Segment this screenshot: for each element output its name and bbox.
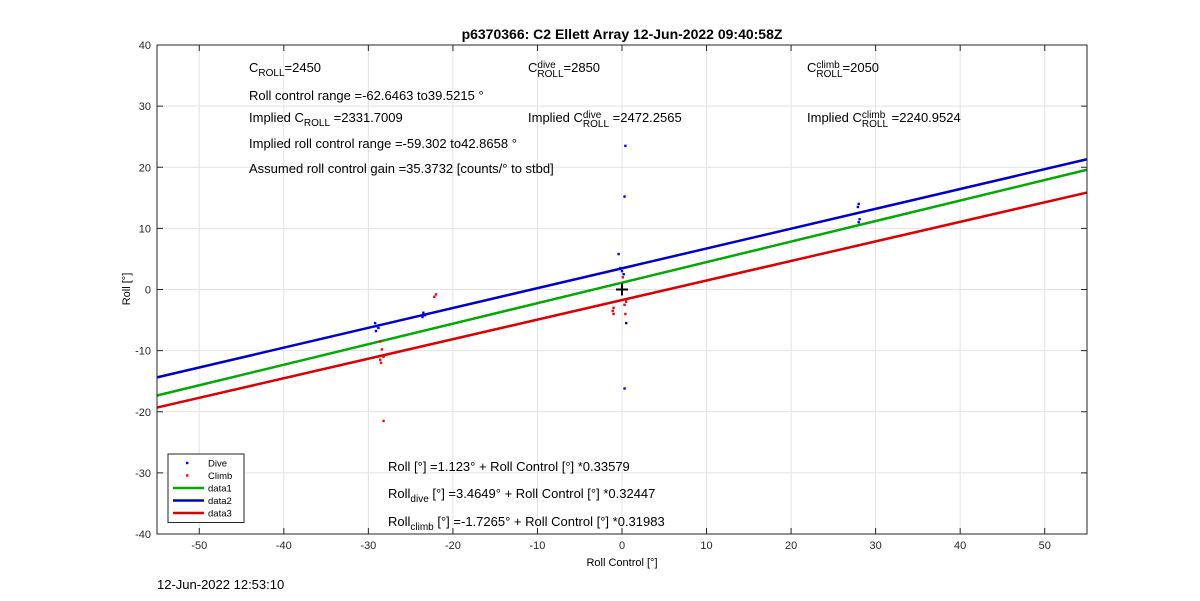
gain-annotation: Assumed roll control gain =35.3732 [coun… bbox=[249, 161, 554, 176]
fit-line-data1 bbox=[156, 168, 1088, 397]
climb-point bbox=[611, 309, 614, 313]
fit-all-annotation: Roll [°] =1.123° + Roll Control [°] *0.3… bbox=[388, 459, 630, 474]
x-tick-label: 50 bbox=[1039, 540, 1051, 552]
dive-point bbox=[622, 273, 625, 276]
x-tick-label: 10 bbox=[700, 540, 712, 552]
y-tick-label: 10 bbox=[139, 223, 151, 235]
x-tick-label: 30 bbox=[870, 540, 882, 552]
fit-line-data3 bbox=[156, 191, 1088, 409]
climb-point bbox=[379, 358, 382, 361]
y-tick-label: 20 bbox=[139, 162, 151, 174]
dive-point bbox=[377, 326, 380, 330]
climb-point bbox=[612, 306, 615, 310]
climb-point bbox=[621, 276, 625, 279]
dive-point bbox=[624, 144, 627, 148]
dive-point bbox=[858, 218, 861, 221]
x-tick-label: -10 bbox=[530, 540, 546, 552]
chart-title: p6370366: C2 Ellett Array 12-Jun-2022 09… bbox=[462, 26, 783, 42]
dive-point bbox=[375, 324, 379, 328]
dive-point bbox=[617, 252, 620, 256]
y-tick-label: 0 bbox=[145, 285, 151, 297]
dive-point bbox=[423, 313, 427, 317]
dive-point bbox=[373, 321, 377, 325]
dive-point bbox=[856, 205, 860, 209]
dive-point bbox=[623, 387, 626, 390]
x-tick-label: -30 bbox=[360, 540, 376, 552]
x-tick-label: 0 bbox=[619, 540, 625, 552]
climb-point bbox=[379, 361, 383, 365]
y-tick-label: -10 bbox=[135, 346, 151, 358]
legend-label: data2 bbox=[208, 496, 232, 507]
y-axis-label: Roll [°] bbox=[121, 273, 133, 306]
implied-range-annotation: Implied roll control range =-59.302 to42… bbox=[249, 136, 517, 151]
roll-range-annotation: Roll control range =-62.6463 to39.5215 ° bbox=[249, 88, 484, 103]
implied-c-roll-annotation: Implied CROLL =2331.7009 bbox=[249, 110, 403, 129]
legend-marker-dive bbox=[186, 461, 189, 465]
climb-point bbox=[382, 419, 385, 423]
axis-ticks: -50 -40 -30 -20 -10 0 10 20 30 40 50 -40 -30 -20 -10 0 1… bbox=[135, 40, 1087, 552]
legend-marker-climb bbox=[186, 474, 189, 477]
legend-label: Climb bbox=[208, 471, 232, 482]
y-tick-label: 30 bbox=[139, 101, 151, 113]
x-tick-label: 20 bbox=[785, 540, 797, 552]
origin-marker bbox=[616, 283, 628, 296]
fit-dive-annotation: Rolldive [°] =3.4649° + Roll Control [°]… bbox=[388, 486, 656, 505]
x-tick-label: -40 bbox=[276, 540, 292, 552]
y-tick-label: -30 bbox=[135, 468, 151, 480]
dive-point bbox=[857, 202, 860, 206]
legend-label: data3 bbox=[208, 509, 232, 520]
legend-label: Dive bbox=[208, 459, 227, 470]
fit-line-data2 bbox=[156, 158, 1088, 379]
dive-point bbox=[619, 266, 622, 270]
fit-climb-annotation: Rollclimb [°] =-1.7265° + Roll Control [… bbox=[388, 514, 665, 533]
climb-point bbox=[433, 295, 436, 299]
footer-timestamp: 12-Jun-2022 12:53:10 bbox=[157, 577, 285, 592]
dive-point bbox=[857, 221, 860, 224]
x-axis-label: Roll Control [°] bbox=[586, 557, 657, 569]
y-tick-label: 40 bbox=[139, 40, 151, 52]
climb-point bbox=[624, 312, 627, 316]
climb-point bbox=[623, 303, 626, 306]
climb-point bbox=[434, 293, 438, 296]
c-roll-annotation: CROLL=2450 bbox=[249, 60, 322, 79]
climb-point bbox=[380, 348, 384, 351]
climb-point bbox=[625, 300, 628, 303]
climb-point bbox=[379, 340, 382, 343]
legend-label: data1 bbox=[208, 484, 232, 495]
climb-point bbox=[382, 355, 385, 358]
dive-point bbox=[620, 269, 624, 273]
x-tick-label: 40 bbox=[954, 540, 966, 552]
dive-point bbox=[625, 321, 628, 325]
dive-point bbox=[623, 195, 626, 198]
y-tick-label: -40 bbox=[135, 529, 151, 541]
dive-point bbox=[422, 311, 425, 314]
dive-point bbox=[421, 315, 424, 319]
y-tick-label: -20 bbox=[135, 407, 151, 419]
data-points bbox=[373, 144, 861, 423]
x-tick-label: -50 bbox=[191, 540, 207, 552]
dive-point bbox=[374, 329, 378, 333]
x-tick-label: -20 bbox=[445, 540, 461, 552]
climb-point bbox=[612, 312, 615, 316]
fit-lines bbox=[156, 158, 1088, 409]
